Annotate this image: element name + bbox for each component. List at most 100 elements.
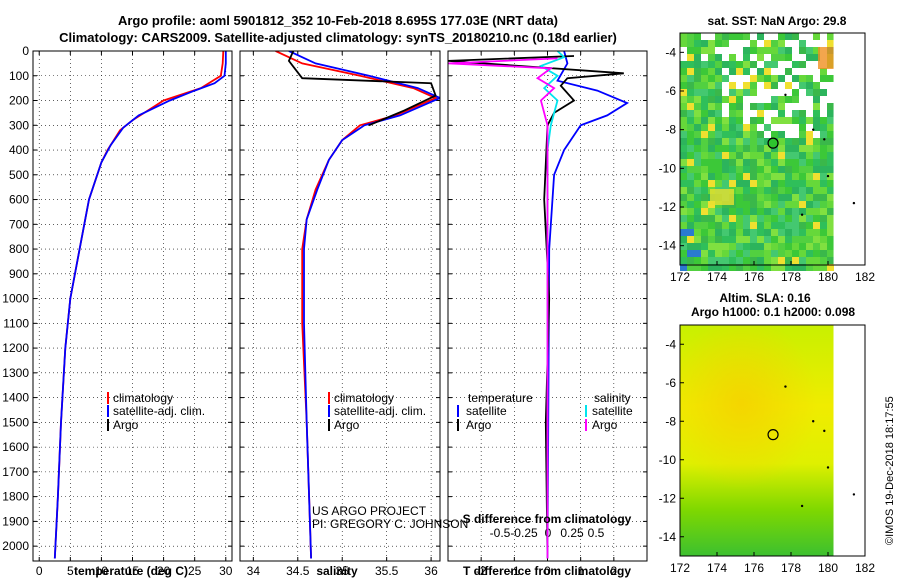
sst-pixel: [708, 250, 715, 257]
sst-pixel: [736, 33, 743, 40]
sst-pixel: [778, 152, 785, 159]
sst-pixel: [757, 250, 764, 257]
sst-pixel: [722, 180, 729, 187]
sst-pixel: [757, 208, 764, 215]
sst-pixel: [764, 68, 771, 75]
sst-pixel: [736, 75, 743, 82]
sst-pixel: [792, 54, 799, 61]
sst-pixel: [757, 75, 764, 82]
sst-pixel: [694, 201, 701, 208]
sst-pixel: [701, 138, 708, 145]
s-tick-label: 0.5: [588, 526, 605, 540]
lon-tick-label: 176: [744, 270, 764, 284]
sst-pixel: [680, 187, 687, 194]
lon-tick-label: 172: [670, 561, 690, 575]
sst-pixel: [792, 250, 799, 257]
sst-pixel: [764, 145, 771, 152]
x-tick-label: 1: [577, 564, 584, 578]
sst-pixel: [827, 250, 834, 257]
sst-pixel: [736, 68, 743, 75]
sst-pixel: [799, 250, 806, 257]
sst-pixel: [792, 75, 799, 82]
sst-pixel: [743, 215, 750, 222]
sst-pixel: [799, 194, 806, 201]
sst-pixel: [799, 68, 806, 75]
sst-pixel: [778, 180, 785, 187]
sst-pixel: [736, 138, 743, 145]
sst-pixel: [764, 54, 771, 61]
sst-pixel: [827, 96, 834, 103]
sst-pixel: [820, 257, 827, 264]
sst-pixel: [687, 166, 694, 173]
sst-pixel: [687, 236, 694, 243]
sst-pixel: [722, 82, 729, 89]
temperature-panel: 0 5 10 15 20 25 30: [32, 50, 233, 578]
sst-pixel: [806, 236, 813, 243]
s-tick-label: -0.25: [510, 526, 538, 540]
sst-pixel: [792, 194, 799, 201]
sst-pixel: [701, 159, 708, 166]
lon-tick-label: 182: [855, 270, 875, 284]
x-tick-label: 35.5: [375, 564, 399, 578]
sst-pixel: [764, 61, 771, 68]
sst-pixel: [715, 152, 722, 159]
sst-pixel: [694, 250, 701, 257]
sst-pixel: [764, 75, 771, 82]
sst-pixel: [743, 124, 750, 131]
pi-credit: PI: GREGORY C. JOHNSON: [312, 517, 468, 531]
sst-pixel: [729, 173, 736, 180]
sst-pixel: [792, 201, 799, 208]
sst-pixel: [764, 96, 771, 103]
sst-pixel: [820, 33, 827, 40]
sst-pixel: [687, 173, 694, 180]
lon-tick-label: 174: [707, 270, 727, 284]
sst-pixel: [750, 89, 757, 96]
sst-pixel: [750, 82, 757, 89]
sst-pixel: [764, 138, 771, 145]
difference-panel: -2 -1 0 1 2-0.5 -0.25 0 0.25 0.5: [447, 50, 648, 578]
sst-pixel: [757, 40, 764, 47]
sst-pixel: [827, 159, 834, 166]
sst-pixel: [750, 54, 757, 61]
x-tick-label: 36: [424, 564, 438, 578]
sst-pixel: [764, 89, 771, 96]
sst-pixel: [736, 264, 743, 271]
sst-pixel: [764, 166, 771, 173]
sst-pixel: [799, 89, 806, 96]
sst-pixel: [680, 33, 687, 40]
sst-pixel: [785, 187, 792, 194]
sst-pixel: [694, 187, 701, 194]
sst-pixel: [806, 68, 813, 75]
x-tick-label: 20: [157, 564, 171, 578]
sst-pixel: [736, 124, 743, 131]
sst-pixel: [792, 131, 799, 138]
sst-pixel: [708, 180, 715, 187]
sst-pixel: [799, 173, 806, 180]
sst-pixel: [813, 47, 820, 54]
sst-pixel: [799, 138, 806, 145]
sst-pixel: [729, 103, 736, 110]
sst-pixel: [729, 61, 736, 68]
sst-pixel: [771, 229, 778, 236]
sla-map: 172 174 176 178 180 182 -4 -6 -8 -10 -12 -14: [659, 324, 875, 575]
island-dot: [784, 385, 787, 388]
sst-pixel: [715, 173, 722, 180]
panel-frame: [239, 50, 441, 562]
sst-pixel: [736, 152, 743, 159]
sst-pixel: [729, 229, 736, 236]
sst-pixel: [694, 159, 701, 166]
sst-pixel: [757, 180, 764, 187]
sst-pixel: [792, 33, 799, 40]
sst-pixel: [715, 208, 722, 215]
sst-pixel: [736, 131, 743, 138]
sst-pixel: [722, 96, 729, 103]
sst-pixel: [701, 152, 708, 159]
sst-pixel: [680, 159, 687, 166]
sst-pixel: [792, 145, 799, 152]
x-tick-label: 10: [95, 564, 109, 578]
sst-pixel: [722, 40, 729, 47]
sst-pixel: [799, 33, 806, 40]
sst-pixel: [771, 40, 778, 47]
sst-pixel: [722, 257, 729, 264]
sst-pixel: [806, 75, 813, 82]
